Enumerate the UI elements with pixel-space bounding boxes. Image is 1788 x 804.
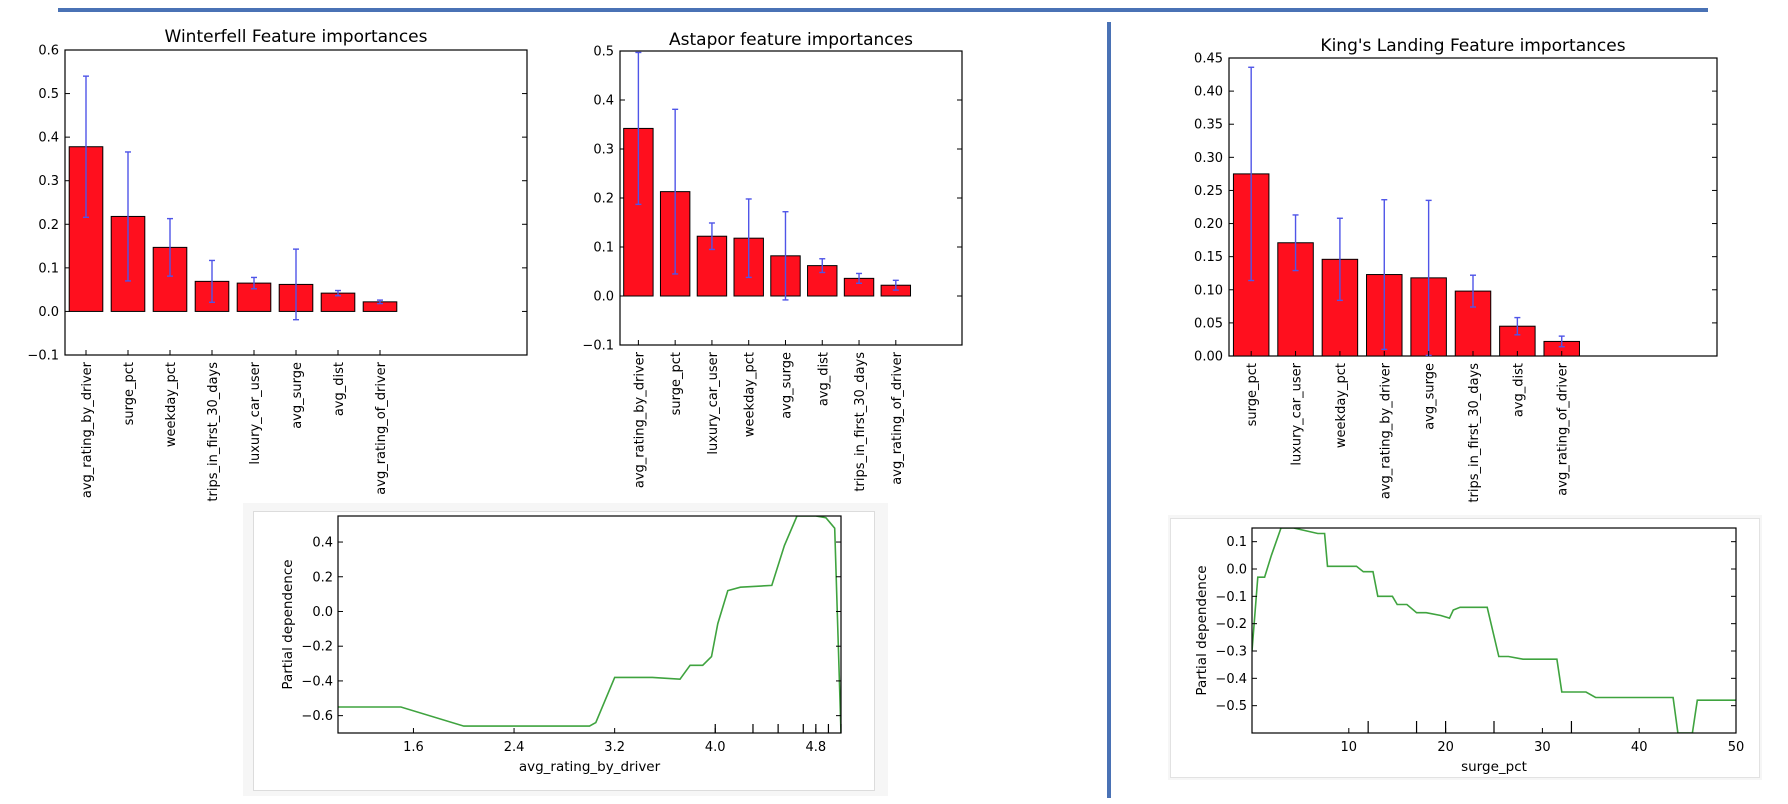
x-tick-label: weekday_pct — [1334, 363, 1349, 448]
x-tick-label: 3.2 — [604, 740, 625, 755]
y-tick-label: 0.5 — [38, 87, 59, 102]
x-tick-label: luxury_car_user — [706, 351, 721, 454]
y-tick-label: 0.30 — [1194, 151, 1223, 166]
chart-winterfell: Winterfell Feature importances −0.1 0.0 0.1… — [27, 27, 528, 502]
x-tick-label: avg_surge — [290, 362, 305, 429]
y-tick-label: 0.20 — [1194, 217, 1223, 232]
x-tick-label: weekday_pct — [743, 352, 758, 437]
plot-frame — [1251, 527, 1737, 734]
x-tick-label: avg_rating_by_driver — [632, 351, 647, 488]
x-axis-label: avg_rating_by_driver — [519, 759, 661, 775]
y-tick-label: −0.4 — [1215, 672, 1247, 687]
x-tick-label: weekday_pct — [164, 362, 179, 447]
x-tick-label: avg_rating_of_driver — [374, 361, 389, 494]
y-tick-label: 0.4 — [38, 131, 59, 146]
y-tick-label: 0.0 — [312, 605, 333, 620]
chart-title: King's Landing Feature importances — [1320, 36, 1625, 56]
x-axis-label: surge_pct — [1461, 759, 1527, 775]
y-tick-label: −0.1 — [27, 349, 59, 364]
chart-kingslanding: King's Landing Feature importances 0.00 0.… — [1194, 36, 1718, 503]
y-tick-label: 0.25 — [1194, 184, 1223, 199]
x-tick-label: 4.0 — [705, 740, 726, 755]
y-tick-label: −0.6 — [301, 709, 333, 724]
x-tick-label: avg_surge — [1423, 363, 1438, 430]
y-tick-label: 0.2 — [38, 218, 59, 233]
x-tick-label: 20 — [1437, 740, 1454, 755]
x-tick-label: avg_dist — [816, 352, 831, 406]
x-tick-label: avg_rating_of_driver — [890, 351, 905, 484]
x-tick-label: 2.4 — [504, 740, 525, 755]
y-tick-label: 0.35 — [1194, 118, 1223, 133]
y-axis-label: Partial dependence — [1194, 565, 1210, 695]
y-tick-label: 0.2 — [312, 570, 333, 585]
x-tick-label: trips_in_first_30_days — [206, 362, 221, 502]
y-tick-label: −0.1 — [1215, 590, 1247, 605]
y-tick-label: −0.2 — [1215, 617, 1247, 632]
plot-frame — [337, 515, 842, 734]
x-tick-label: 40 — [1631, 740, 1648, 755]
y-tick-label: −0.5 — [1215, 699, 1247, 714]
chart-title: Astapor feature importances — [669, 30, 913, 50]
x-tick-label: avg_rating_of_driver — [1556, 362, 1571, 495]
x-tick-label: avg_dist — [1511, 363, 1526, 417]
y-tick-label: 0.1 — [1226, 535, 1247, 550]
pd-line — [1252, 528, 1736, 733]
y-tick-label: 0.3 — [593, 143, 614, 158]
top-separator-line — [58, 8, 1708, 12]
vertical-separator-line — [1107, 22, 1111, 798]
y-tick-label: −0.3 — [1215, 645, 1247, 660]
y-tick-label: 0.2 — [593, 192, 614, 207]
y-tick-label: 0.45 — [1194, 52, 1223, 67]
x-tick-label: luxury_car_user — [1290, 362, 1305, 465]
y-tick-label: 0.4 — [312, 536, 333, 551]
x-tick-label: avg_dist — [332, 362, 347, 416]
chart-astapor: Astapor feature importances −0.1 0.0 0.1 0.2… — [582, 30, 963, 492]
y-axis-label: Partial dependence — [280, 559, 296, 689]
x-tick-label: avg_rating_by_driver — [80, 361, 95, 498]
x-tick-label: luxury_car_user — [248, 361, 263, 464]
y-tick-label: 0.5 — [593, 45, 614, 60]
pd-panel-left — [243, 503, 888, 796]
x-tick-label: avg_rating_by_driver — [1378, 362, 1393, 499]
y-tick-label: 0.0 — [38, 305, 59, 320]
y-tick-label: −0.2 — [301, 640, 333, 655]
x-tick-label: 1.6 — [403, 740, 424, 755]
y-tick-label: 0.6 — [38, 44, 59, 59]
y-tick-label: 0.15 — [1194, 250, 1223, 265]
y-tick-label: −0.1 — [582, 339, 614, 354]
x-tick-label: surge_pct — [1245, 363, 1260, 426]
x-tick-label: 4.8 — [806, 740, 827, 755]
x-tick-label: trips_in_first_30_days — [1467, 363, 1482, 503]
y-tick-label: 0.10 — [1194, 283, 1223, 298]
y-tick-label: 0.0 — [593, 290, 614, 305]
y-tick-label: 0.1 — [38, 261, 59, 276]
x-tick-label: surge_pct — [122, 362, 137, 425]
chart-title: Winterfell Feature importances — [165, 27, 428, 47]
chart-pd_surge: 10 20 30 40 50 −0.5 −0.4 −0.3 −0.2 −0.1 0.0 0.1 surg… — [1194, 527, 1745, 775]
x-tick-label: trips_in_first_30_days — [853, 352, 868, 492]
y-tick-label: 0.4 — [593, 94, 614, 109]
chart-pd_rating: 1.6 2.4 3.2 4.0 4.8 −0.6 −0.4 −0.2 0.0 0.2 0.4 avg_… — [280, 515, 842, 775]
y-tick-label: −0.4 — [301, 674, 333, 689]
x-tick-label: avg_surge — [779, 352, 794, 419]
pd-panel-right — [1168, 515, 1762, 780]
y-tick-label: 0.40 — [1194, 85, 1223, 100]
y-tick-label: 0.00 — [1194, 350, 1223, 365]
y-tick-label: 0.05 — [1194, 316, 1223, 331]
y-tick-label: 0.1 — [593, 241, 614, 256]
y-tick-label: 0.0 — [1226, 563, 1247, 578]
pd-line — [338, 516, 841, 733]
x-tick-label: 50 — [1728, 740, 1745, 755]
x-tick-label: surge_pct — [669, 352, 684, 415]
y-tick-label: 0.3 — [38, 174, 59, 189]
x-tick-label: 10 — [1341, 740, 1358, 755]
x-tick-label: 30 — [1534, 740, 1551, 755]
